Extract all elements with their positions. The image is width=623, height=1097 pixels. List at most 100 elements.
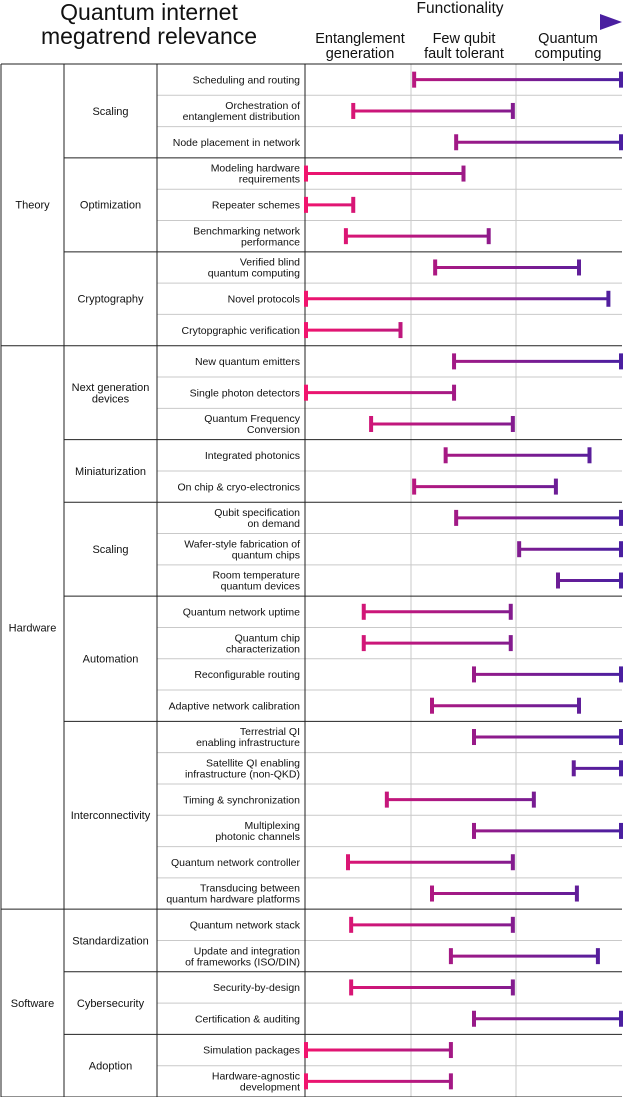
item-label-line: Transducing between [200, 883, 300, 895]
item-label: Satellite QI enabling infrastructure (non… [185, 757, 300, 780]
item-label-line: Modeling hardware [211, 163, 300, 175]
range-bar-end-cap [508, 635, 513, 652]
range-bar-end-cap [619, 572, 623, 589]
item-label-line: infrastructure (non-QKD) [185, 768, 300, 780]
item-label-line: Quantum network stack [190, 920, 301, 932]
item-label: Orchestration of entanglement distributio… [183, 100, 300, 123]
item-label-line: quantum chips [232, 549, 300, 561]
group-label: Automation [83, 654, 139, 666]
range-bar-start-cap [452, 353, 457, 370]
range-bar [472, 1010, 623, 1027]
item-label: Adaptive network calibration [169, 700, 300, 712]
category-label: Hardware [9, 622, 57, 634]
range-bar-start-cap [448, 948, 453, 965]
item-label-line: Multiplexing [245, 820, 301, 832]
item-label: Single photon detectors [190, 387, 300, 399]
column-header-entanglement: Entanglement generation [305, 32, 415, 62]
range-bar-end-cap [448, 1042, 453, 1059]
column-header-line: fault tolerant [424, 46, 504, 62]
range-bar-start-cap [361, 635, 366, 652]
range-bar-end-cap [606, 290, 611, 307]
column-header-line: Entanglement [315, 31, 405, 47]
group-label-line: Miniaturization [75, 466, 146, 478]
item-label: Hardware-agnostic development [212, 1071, 300, 1094]
item-label-line: Terrestrial QI [240, 726, 300, 738]
range-bar [571, 760, 623, 777]
range-bar-start-cap [472, 822, 476, 839]
range-bar-start-cap [304, 196, 308, 213]
item-label-line: Qubit specification [214, 507, 300, 519]
item-label-line: requirements [239, 174, 300, 186]
item-label-line: Quantum network controller [171, 857, 300, 869]
item-label: Quantum chip characterization [226, 632, 300, 655]
column-header-quantum-computing: Quantum computing [513, 32, 623, 62]
range-bar-end-cap [448, 1073, 453, 1090]
group-label: Next generation devices [72, 382, 150, 406]
column-header-few-qubit: Few qubit fault tolerant [409, 32, 519, 62]
range-bar-start-cap [430, 885, 434, 902]
item-label: Simulation packages [203, 1045, 300, 1057]
group-label: Optimization [80, 200, 141, 212]
item-label-line: Simulation packages [203, 1045, 300, 1057]
range-bar-end-cap [577, 259, 581, 276]
column-header-line: generation [325, 46, 395, 62]
chart-title-line: Quantum internet [60, 0, 238, 25]
item-label-line: Benchmarking network [193, 225, 301, 237]
item-label-line: New quantum emitters [195, 356, 300, 368]
range-bar [304, 1042, 453, 1059]
column-header-line: computing [534, 46, 602, 62]
range-bar-start-cap [472, 666, 476, 683]
range-bar-end-cap [510, 854, 515, 871]
item-label-line: quantum devices [221, 581, 300, 593]
range-bar-start-cap [304, 290, 308, 307]
column-header-line: Few qubit [432, 31, 496, 47]
range-bar-start-cap [454, 134, 459, 151]
range-bar [304, 165, 466, 182]
range-bar-start-cap [349, 916, 354, 933]
range-bar-start-cap [304, 384, 308, 401]
category-label: Software [11, 998, 54, 1010]
column-header-line: Quantum [538, 31, 598, 47]
range-bar-start-cap [472, 1010, 476, 1027]
range-bar-start-cap [517, 541, 522, 558]
item-label-line: Verified blind [240, 257, 300, 269]
item-label: Quantum network controller [171, 857, 300, 869]
chart-title: Quantum internet megatrend relevance [4, 0, 294, 48]
range-bar-start-cap [369, 415, 374, 432]
range-bar [556, 572, 623, 589]
item-label: Reconfigurable routing [194, 669, 300, 681]
range-bar-end-cap [619, 822, 623, 839]
range-bar [361, 635, 513, 652]
range-bar-end-cap [351, 196, 356, 213]
range-bar-start-cap [343, 228, 348, 245]
chart-title-line: megatrend relevance [40, 23, 258, 49]
range-bar-start-cap [412, 71, 417, 88]
range-bar [343, 228, 491, 245]
range-bar-end-cap [619, 760, 623, 777]
group-label: Cybersecurity [77, 998, 145, 1010]
range-bar [369, 415, 515, 432]
range-bar [361, 603, 513, 620]
item-label-line: Novel protocols [228, 293, 300, 305]
item-label: Crytopgraphic verification [182, 325, 301, 337]
item-label-line: of frameworks (ISO/DIN) [185, 956, 300, 968]
group-label-line: Standardization [72, 935, 148, 947]
item-label: Quantum network stack [190, 920, 301, 932]
range-bar [349, 979, 515, 996]
range-bar-end-cap [619, 353, 623, 370]
range-bar-end-cap [510, 415, 515, 432]
functionality-axis-label: Functionality [416, 0, 504, 17]
range-bar-end-cap [531, 791, 536, 808]
range-bar [304, 322, 403, 339]
group-label-line: Automation [83, 654, 139, 666]
group-label: Scaling [92, 106, 128, 118]
range-bar [304, 196, 356, 213]
range-bar [351, 102, 515, 119]
item-label-line: Quantum chip [235, 632, 301, 644]
item-label: New quantum emitters [195, 356, 300, 368]
item-label: Novel protocols [228, 293, 300, 305]
range-bar-end-cap [510, 102, 515, 119]
category-label-line: Theory [15, 200, 50, 212]
functionality-arrow [305, 14, 622, 30]
